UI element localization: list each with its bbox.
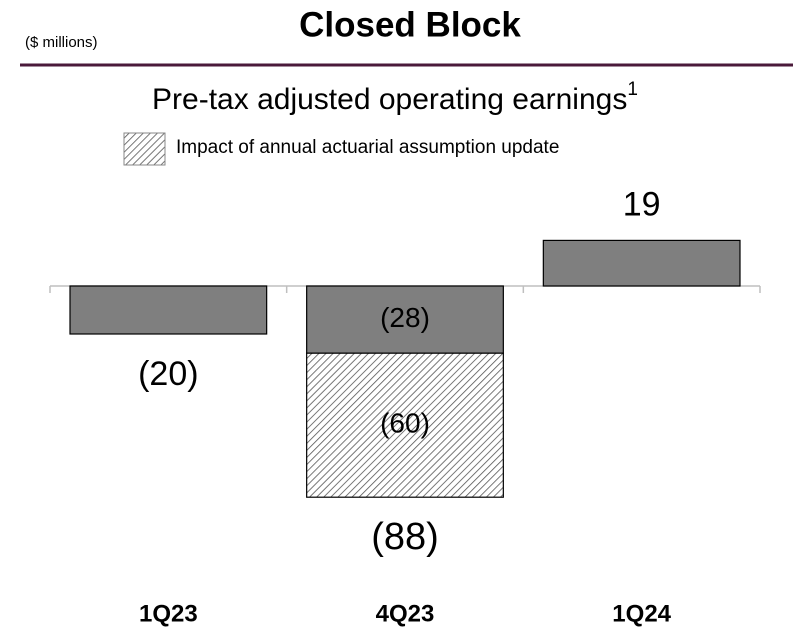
total-label: (88) (371, 516, 439, 558)
value-label: (20) (138, 355, 198, 393)
legend-label: Impact of annual actuarial assumption up… (176, 137, 559, 158)
x-tick-label: 1Q23 (139, 600, 198, 627)
legend-swatch (123, 132, 166, 166)
subtitle-text: Pre-tax adjusted operating earnings (152, 83, 627, 116)
x-tick-label: 4Q23 (376, 600, 435, 627)
chart-title: Closed Block (299, 5, 521, 44)
value-label: (28) (380, 302, 430, 333)
chart-subtitle: Pre-tax adjusted operating earnings1 (152, 79, 638, 116)
x-tick-label: 1Q24 (612, 600, 671, 627)
value-label: (60) (380, 408, 430, 439)
bar-segment (306, 352, 504, 498)
value-label: 19 (623, 185, 661, 223)
subtitle-footnote: 1 (627, 79, 638, 100)
unit-note: ($ millions) (25, 34, 98, 51)
bar-segment (542, 239, 741, 287)
bar-segment (69, 285, 268, 335)
